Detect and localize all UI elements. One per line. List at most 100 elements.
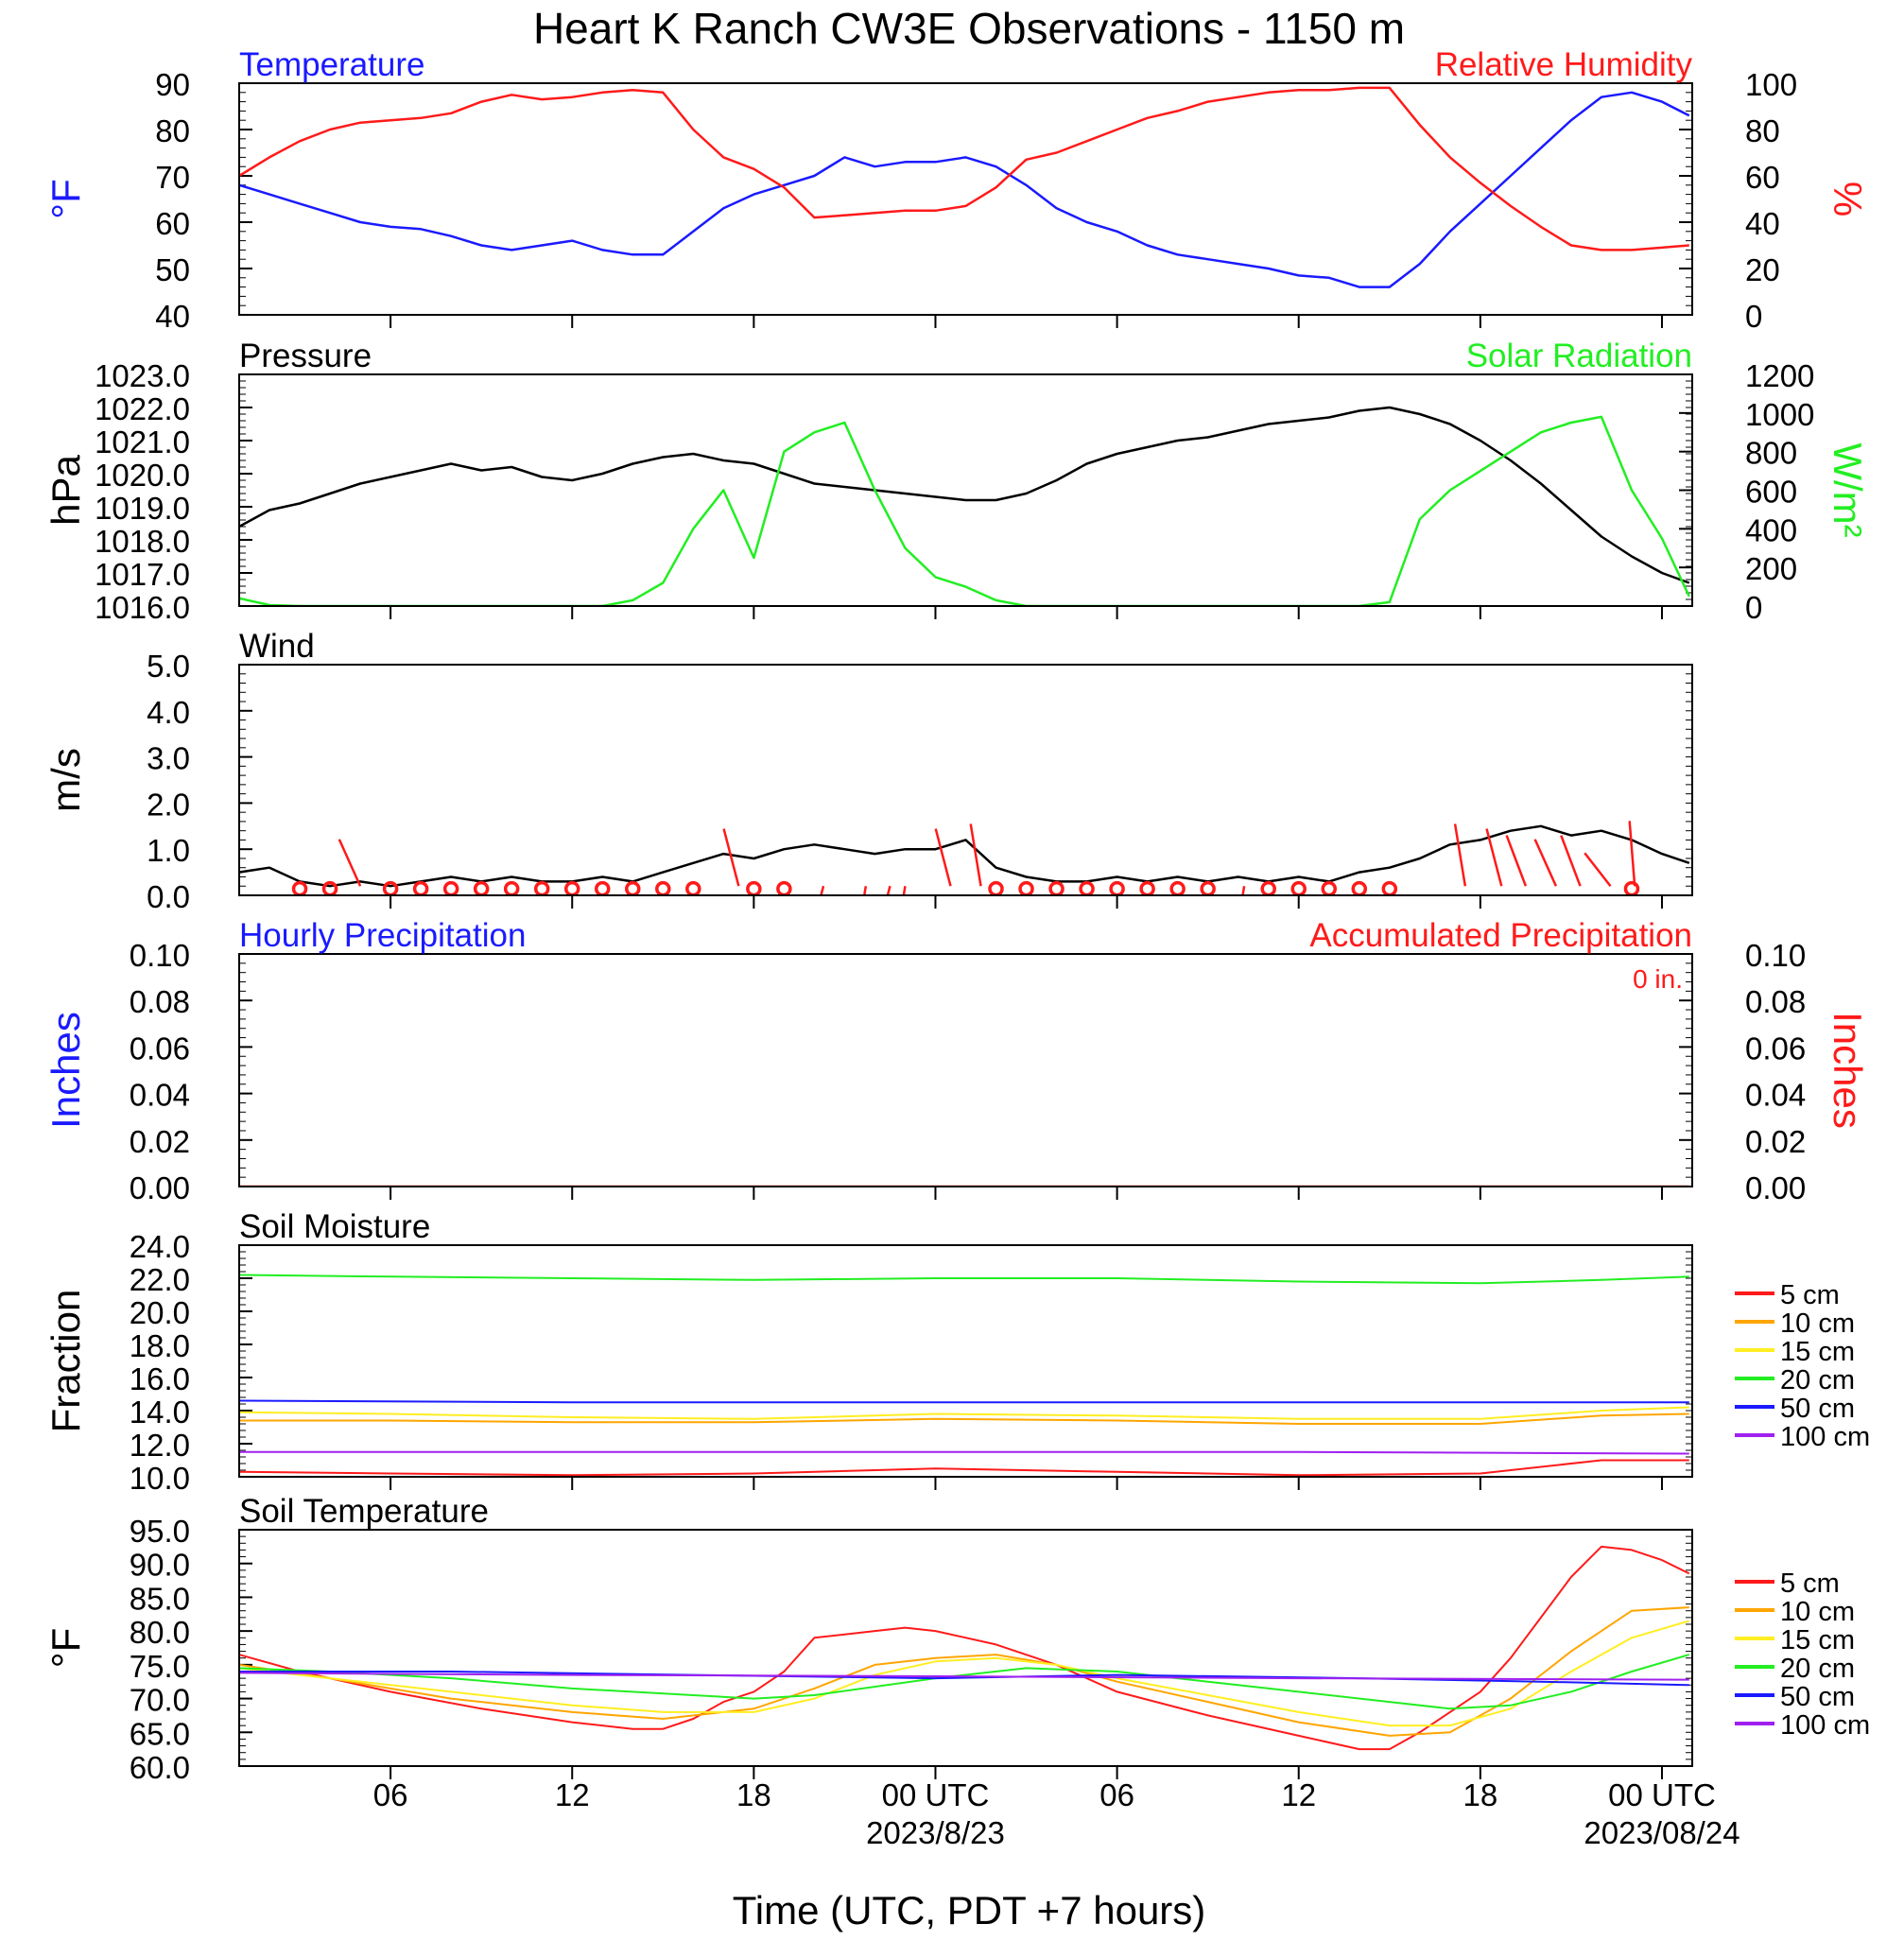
panel-wind: 5.0 4.0 3.0 2.0 1.0 0.0 Wind m/s	[43, 628, 1693, 914]
series-line-5cm	[239, 1459, 1689, 1477]
series-group	[239, 1274, 1689, 1477]
legend-label: 20 cm	[1780, 1365, 1855, 1395]
legend-label: 10 cm	[1780, 1597, 1855, 1627]
left-tick-label: 75.0	[130, 1649, 190, 1684]
left-tick-label: 70.0	[130, 1683, 190, 1718]
wind-barb	[934, 828, 952, 887]
x-tick-label: 00 UTC	[1608, 1777, 1716, 1812]
calm-marker	[321, 880, 338, 895]
legend-label: 15 cm	[1780, 1625, 1855, 1655]
calm-marker	[1381, 880, 1398, 895]
calm-marker	[1079, 880, 1095, 895]
left-unit-label: m/s	[43, 748, 88, 812]
left-tick-label: 2.0	[147, 787, 190, 822]
panel-title-left: Soil Moisture	[239, 1208, 430, 1245]
calm-marker	[382, 880, 399, 895]
legend-label: 15 cm	[1780, 1337, 1855, 1367]
panel-frame	[238, 1244, 1693, 1478]
wind-barb	[1533, 839, 1558, 887]
panel-title-left: Wind	[239, 628, 315, 665]
left-unit-label: Fraction	[43, 1290, 88, 1433]
left-tick-label: 1017.0	[95, 557, 190, 592]
left-tick-label: 70	[155, 160, 190, 195]
series-line-15cm	[239, 1620, 1690, 1727]
left-tick-label: 80.0	[130, 1615, 190, 1650]
wind-barb	[1453, 823, 1467, 887]
panel-temp_rh: 90 80 70 60 50 40 100 80 60 40 20 0 Temperature Relat…	[43, 46, 1870, 334]
left-tick-label: 18.0	[130, 1328, 190, 1363]
right-tick-label: 200	[1745, 551, 1797, 586]
series-line-1	[239, 86, 1689, 251]
x-tick-label: 18	[1463, 1777, 1497, 1812]
left-tick-label: 65.0	[130, 1716, 190, 1751]
calm-marker	[533, 880, 550, 895]
panel-annotation: 0 in.	[1633, 964, 1683, 994]
legend-label: 100 cm	[1780, 1422, 1870, 1452]
right-tick-label: 20	[1745, 252, 1780, 287]
panel-title-right: Accumulated Precipitation	[1309, 917, 1692, 954]
series-line-5cm	[239, 1545, 1690, 1751]
series-line-15cm	[239, 1406, 1689, 1420]
left-tick-label: 0.06	[130, 1031, 190, 1066]
x-tick-label: 06	[1099, 1777, 1134, 1812]
right-tick-label: 800	[1745, 436, 1797, 471]
calm-marker	[685, 880, 701, 895]
calm-marker	[1260, 880, 1276, 895]
calm-marker	[412, 880, 429, 895]
right-tick-label: 0.02	[1745, 1124, 1806, 1159]
calm-marker	[473, 880, 490, 895]
panel-frame	[238, 373, 1693, 607]
right-tick-label: 60	[1745, 160, 1780, 195]
left-tick-label: 1.0	[147, 833, 190, 868]
series-line-0	[239, 406, 1690, 584]
x-tick-date: 2023/08/24	[1584, 1815, 1740, 1850]
panel-precip: 0.10 0.08 0.06 0.04 0.02 0.00 0.10 0.08 0.06 0.04…	[43, 917, 1870, 1205]
panel-title-left: Temperature	[239, 46, 424, 83]
left-tick-label: 1020.0	[95, 458, 190, 493]
series-group	[239, 1545, 1690, 1751]
legend-label: 50 cm	[1780, 1394, 1855, 1424]
x-tick-label: 06	[373, 1777, 408, 1812]
panel-frame	[238, 1529, 1693, 1767]
left-tick-label: 1023.0	[95, 358, 190, 393]
left-tick-label: 40	[155, 299, 190, 334]
calm-marker	[1169, 880, 1186, 895]
left-tick-label: 50	[155, 252, 190, 287]
left-tick-label: 60.0	[130, 1750, 190, 1785]
right-tick-label: 0.08	[1745, 984, 1806, 1019]
legend-label: 5 cm	[1780, 1568, 1840, 1599]
right-tick-label: 0	[1745, 590, 1762, 625]
calm-marker	[1200, 880, 1216, 895]
right-tick-label: 1000	[1745, 397, 1814, 432]
left-tick-label: 90	[155, 67, 190, 102]
calm-marker	[776, 880, 792, 895]
left-tick-label: 24.0	[130, 1229, 190, 1264]
right-tick-label: 40	[1745, 206, 1780, 241]
left-tick-label: 4.0	[147, 695, 190, 730]
calm-marker	[625, 880, 641, 895]
calm-marker	[1048, 880, 1065, 895]
left-tick-label: 1018.0	[95, 524, 190, 559]
calm-marker	[563, 880, 580, 895]
legend-label: 5 cm	[1780, 1280, 1840, 1310]
left-tick-label: 10.0	[130, 1461, 190, 1496]
left-unit-label: hPa	[43, 454, 88, 525]
left-tick-label: 0.00	[130, 1170, 190, 1205]
left-tick-label: 0.08	[130, 984, 190, 1019]
legend-label: 100 cm	[1780, 1710, 1870, 1741]
series-line-100cm	[239, 1672, 1689, 1681]
panel-frame	[238, 82, 1693, 316]
left-unit-label: Inches	[43, 1012, 88, 1129]
wind-barb	[1584, 852, 1612, 888]
right-tick-label: 1200	[1745, 358, 1814, 393]
right-tick-label: 0.06	[1745, 1031, 1806, 1066]
calm-marker	[1018, 880, 1034, 895]
right-tick-label: 0	[1745, 299, 1762, 334]
calm-marker	[1109, 880, 1125, 895]
left-tick-label: 90.0	[130, 1548, 190, 1583]
left-unit-label: °F	[43, 1628, 88, 1668]
right-tick-label: 0.10	[1745, 938, 1806, 973]
right-tick-label: 100	[1745, 67, 1797, 102]
wind-barb	[1628, 821, 1636, 887]
